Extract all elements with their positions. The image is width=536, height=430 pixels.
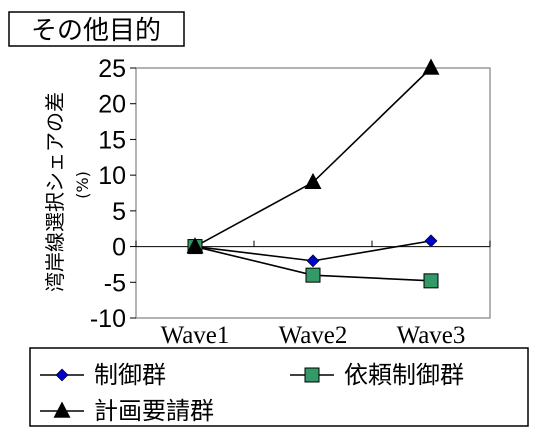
legend-marker [304, 367, 320, 383]
y-tick-label: -10 [90, 305, 126, 333]
data-point-3 [422, 58, 440, 75]
legend-item-1: 制御群 [40, 361, 166, 389]
data-point-2 [423, 273, 439, 289]
y-tick-label: 15 [98, 126, 126, 154]
data-point-1 [424, 234, 438, 248]
axes: 25 20 15 10 5 0 -5 -10 Wave1 Wave2 Wave3 [90, 55, 491, 349]
series-layer [186, 58, 440, 289]
chart-title-box [8, 11, 185, 47]
data-point-1 [306, 254, 320, 268]
legend-item-3: 計画要請群 [40, 397, 214, 425]
y-tick-label: -5 [104, 269, 126, 297]
data-point-3 [304, 172, 322, 189]
y-tick-label: 20 [98, 91, 126, 119]
x-tick-label: Wave1 [161, 322, 230, 349]
y-tick-label: 0 [112, 234, 126, 262]
legend-label: 計画要請群 [94, 397, 214, 425]
y-tick-label: 5 [112, 198, 126, 226]
chart-title: その他目的 [31, 16, 161, 46]
legend-item-2: 依頼制御群 [290, 361, 464, 389]
legend-label: 制御群 [94, 361, 166, 389]
data-point-3 [186, 237, 204, 254]
legend-box [29, 347, 529, 427]
legend-marker [55, 368, 69, 382]
y-tick-label: 10 [98, 162, 126, 190]
y-axis-label: 湾岸線選択シェアの差 [43, 92, 67, 292]
legend-label: 依頼制御群 [344, 361, 464, 389]
y-axis-unit: (%) [73, 171, 92, 199]
data-point-2 [305, 267, 321, 283]
x-tick-label: Wave3 [397, 322, 466, 349]
x-tick-label: Wave2 [279, 322, 348, 349]
legend-marker [53, 401, 71, 418]
y-tick-label: 25 [98, 55, 126, 83]
